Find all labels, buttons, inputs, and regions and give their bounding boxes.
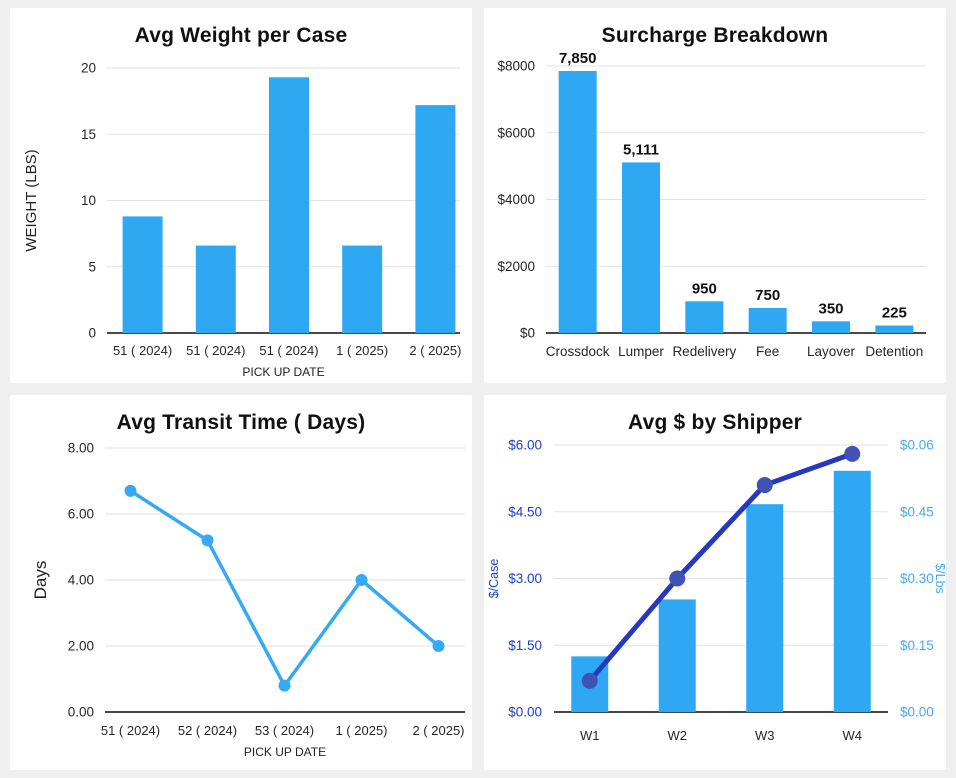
x-axis-title: PICK UP DATE [244,745,326,759]
x-tick-label: 1 ( 2025) [336,343,388,358]
x-tick-label: Redelivery [672,344,736,359]
x-tick-label: 1 ( 2025) [335,723,387,738]
bar-value-label: 350 [818,300,843,317]
x-tick-label: W3 [755,728,775,743]
y-tick-label: 4.00 [68,573,94,588]
y-tick-label: $8000 [497,59,535,74]
chart-title: Avg $ by Shipper [628,411,802,434]
bar [558,71,597,333]
y-tick-label: 10 [81,193,96,208]
y-tick-label: $4000 [497,192,535,207]
x-tick-label: 53 ( 2024) [255,723,314,738]
bar-value-label: 7,850 [559,50,597,67]
card-avg-transit-time: Avg Transit Time ( Days) 0.00 2.00 4.00 6.0… [10,395,472,770]
y-tick-label: $2000 [497,259,535,274]
y-tick-label: 8.00 [68,441,94,456]
x-tick-label: Fee [756,344,779,359]
right-y-axis-title: $/Lbs [933,563,946,594]
x-tick-label: Detention [865,344,923,359]
y-tick-label: 2.00 [68,639,94,654]
x-tick-label: 2 ( 2025) [412,723,464,738]
y-tick-label: 20 [81,61,96,76]
bar-value-label: 750 [755,287,780,304]
avg-dollar-by-shipper-chart: $0.00 $1.50 $3.00 $4.50 $6.00 $0.00 $0.15 $0.30… [487,438,946,744]
bar-value-label: 950 [692,280,717,297]
card-avg-weight-per-case: Avg Weight per Case 0 5 10 15 20 51 ( 2024) 51… [10,8,472,383]
y-tick-label: $0.00 [508,705,542,720]
card-avg-dollar-by-shipper: Avg $ by Shipper $0.00 $1.50 $3.00 $4.50 $6.… [484,395,946,770]
y-tick-label: $3.00 [508,571,542,586]
y-axis-title: WEIGHT (LBS) [23,149,40,251]
y-tick-label: 5 [88,259,96,274]
avg-weight-per-case-chart: 0 5 10 15 20 51 ( 2024) 51 ( 2024) 51 ( 2024) 1 … [23,61,461,380]
y-tick-label: 15 [81,127,96,142]
x-tick-label: Layover [807,344,856,359]
surcharge-breakdown-chart: $0 $2000 $4000 $6000 $8000 7,850 5,111 950 750 35… [497,50,926,359]
x-tick-label: W2 [668,728,688,743]
x-tick-label: 2 ( 2025) [409,343,461,358]
y-tick-label: 0 [88,326,96,341]
x-tick-label: 51 ( 2024) [101,723,160,738]
y-tick-label: $0 [520,326,535,341]
right-y-tick-label: $0.30 [900,571,934,586]
bar [685,301,724,333]
y-tick-label: $4.50 [508,504,542,519]
chart-title: Surcharge Breakdown [601,24,829,47]
data-point [278,679,291,692]
y-tick-label: $1.50 [508,638,542,653]
data-point [669,570,686,587]
bar [195,245,236,333]
y-axis-title: Days [31,561,50,600]
x-tick-label: 52 ( 2024) [178,723,237,738]
chart-title: Avg Weight per Case [134,24,348,47]
x-tick-label: 51 ( 2024) [186,343,245,358]
bar [269,77,309,334]
y-tick-label: 6.00 [68,507,94,522]
data-point [432,640,445,652]
data-point [581,672,598,689]
data-line [587,451,855,684]
data-line [128,489,441,688]
bar [622,162,660,333]
y-tick-label: 0.00 [68,705,94,720]
x-tick-label: W1 [580,728,600,743]
x-tick-label: Crossdock [546,344,610,359]
x-tick-label: 51 ( 2024) [259,343,318,358]
x-axis-title: PICK UP DATE [242,365,324,379]
y-axis-title: $/Case [487,559,501,599]
right-y-tick-label: $0.06 [900,438,934,453]
bar [833,470,871,712]
avg-transit-time-chart: 0.00 2.00 4.00 6.00 8.00 51 ( 2024) 52 ( 2024)… [31,441,465,759]
right-y-tick-label: $0.15 [900,638,934,653]
bar [342,245,383,333]
right-y-tick-label: $0.45 [900,504,934,519]
x-tick-label: W4 [843,728,863,743]
right-y-tick-label: $0.00 [900,705,934,720]
data-point [124,484,137,497]
chart-title: Avg Transit Time ( Days) [116,411,366,434]
y-tick-label: $6.00 [508,438,542,453]
card-surcharge-breakdown: Surcharge Breakdown $0 $2000 $4000 $6000 $80… [484,8,946,383]
data-point [844,445,861,462]
x-tick-label: Lumper [618,344,664,359]
bar-value-label: 5,111 [623,141,659,158]
bar [415,105,456,333]
bar-value-label: 225 [882,304,907,321]
bar [812,321,850,333]
y-tick-label: $6000 [497,125,535,140]
data-point [201,534,214,547]
bar [658,599,696,712]
bar [875,325,914,333]
bar [748,307,787,333]
data-point [756,477,773,494]
bar [746,504,784,712]
x-tick-label: 51 ( 2024) [113,343,172,358]
bar [122,216,163,333]
data-point [355,574,368,586]
